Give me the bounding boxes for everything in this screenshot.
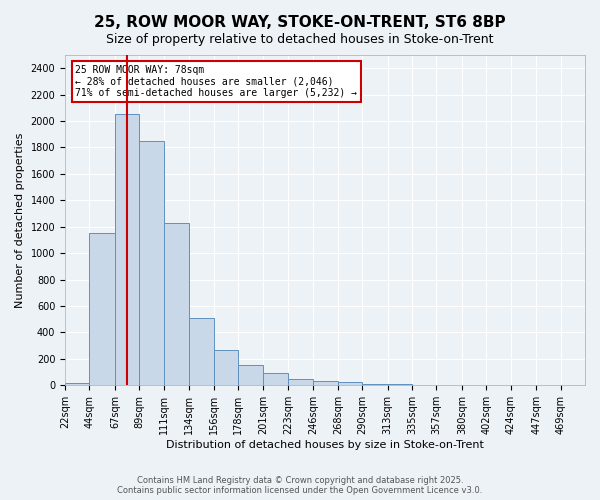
- X-axis label: Distribution of detached houses by size in Stoke-on-Trent: Distribution of detached houses by size …: [166, 440, 484, 450]
- Text: Size of property relative to detached houses in Stoke-on-Trent: Size of property relative to detached ho…: [106, 32, 494, 46]
- Bar: [436, 384, 462, 386]
- Text: 25 ROW MOOR WAY: 78sqm
← 28% of detached houses are smaller (2,046)
71% of semi-: 25 ROW MOOR WAY: 78sqm ← 28% of detached…: [76, 65, 358, 98]
- Bar: [189, 318, 214, 386]
- Bar: [139, 141, 164, 386]
- Bar: [238, 365, 263, 386]
- Y-axis label: Number of detached properties: Number of detached properties: [15, 132, 25, 308]
- Bar: [362, 384, 388, 386]
- Bar: [338, 382, 362, 386]
- Bar: [115, 114, 139, 386]
- Bar: [164, 223, 189, 386]
- Bar: [313, 380, 338, 386]
- Bar: [288, 380, 313, 386]
- Bar: [65, 382, 89, 386]
- Text: 25, ROW MOOR WAY, STOKE-ON-TRENT, ST6 8BP: 25, ROW MOOR WAY, STOKE-ON-TRENT, ST6 8B…: [94, 15, 506, 30]
- Bar: [89, 234, 115, 386]
- Text: Contains HM Land Registry data © Crown copyright and database right 2025.
Contai: Contains HM Land Registry data © Crown c…: [118, 476, 482, 495]
- Bar: [214, 350, 238, 386]
- Bar: [388, 384, 412, 386]
- Bar: [263, 374, 288, 386]
- Bar: [412, 384, 436, 386]
